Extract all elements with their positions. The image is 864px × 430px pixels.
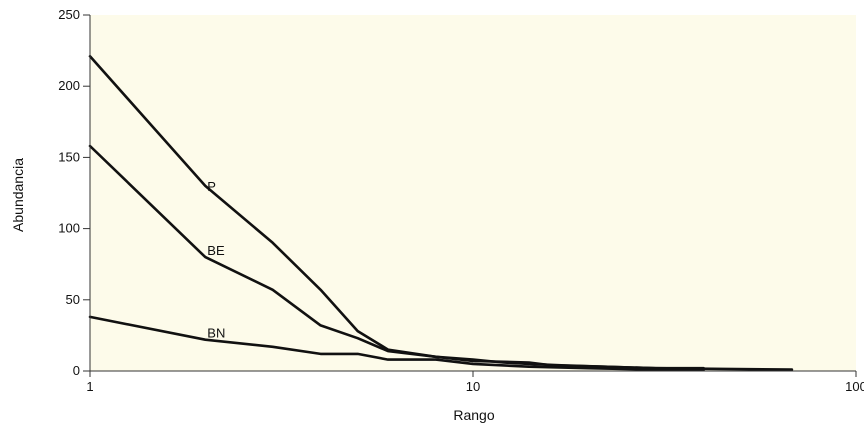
x-tick-label: 100 [845,379,864,394]
series-label-bn: BN [207,326,225,341]
y-axis: 0 50 100 150 200 250 [58,7,91,378]
x-axis: 1 10 100 [86,370,864,394]
series-line-bn [88,315,705,371]
y-axis-title: Abundancia [10,158,26,232]
series-line-be [88,144,705,370]
series-label-be: BE [207,243,225,258]
y-tick-label: 250 [58,7,80,22]
y-tick-label: 0 [73,363,80,378]
y-tick-label: 150 [58,149,80,164]
series-layer: P BE BN [88,54,794,371]
x-axis-title: Rango [453,407,494,423]
x-tick-label: 10 [466,379,480,394]
y-tick-label: 200 [58,78,80,93]
series-label-p: P [207,179,216,194]
plot-background [90,15,856,371]
y-tick-label: 50 [66,292,80,307]
y-tick-label: 100 [58,221,80,236]
x-tick-label: 1 [86,379,93,394]
